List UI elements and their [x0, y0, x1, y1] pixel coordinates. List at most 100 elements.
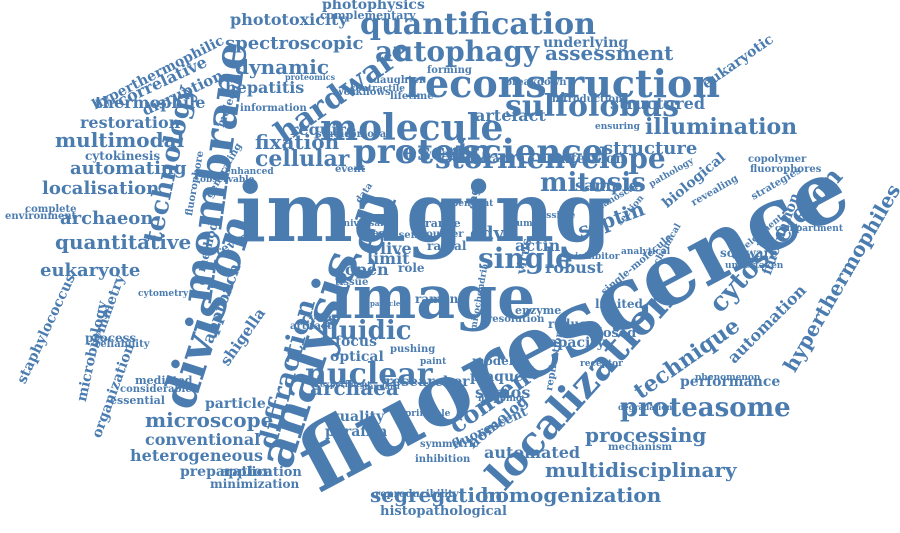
word-actin: actin — [515, 236, 561, 255]
word-quality: quality — [330, 409, 385, 425]
word-universal: universal — [337, 219, 384, 229]
word-essential: essential — [110, 394, 165, 407]
word-complete: complete — [25, 204, 77, 215]
word-range: range — [425, 217, 461, 230]
word-robust: robust — [545, 258, 604, 277]
word-sample: sample — [575, 176, 639, 195]
word-sulfolobus: sulfolobus — [505, 89, 680, 124]
word-multidisciplinary: multidisciplinary — [545, 458, 737, 482]
word-conventional: conventional — [145, 430, 261, 449]
word-reliability: reliability — [95, 339, 150, 350]
word-receptor: receptor — [580, 359, 623, 369]
word-structured: structured — [610, 94, 706, 113]
word-workflows: workflows — [335, 87, 391, 98]
word-environment: environment — [5, 211, 77, 222]
word-eukaryote: eukaryote — [40, 260, 141, 281]
word-require: require — [290, 120, 357, 139]
word-tissue: tissue — [335, 277, 369, 288]
word-illumination: illumination — [645, 114, 798, 140]
word-resolution: resolution — [487, 314, 545, 325]
word-present: present — [380, 230, 423, 241]
word-proteasome: proteasome — [620, 393, 791, 423]
word-mechanism: mechanism — [608, 442, 673, 453]
word-minimization: minimization — [210, 477, 300, 491]
word-imaged: imaged — [360, 229, 398, 239]
word-enhanced: enhanced — [225, 167, 274, 177]
word-proteomics: proteomics — [285, 72, 336, 82]
word-particles: particles — [370, 299, 405, 308]
word-reproducibility: reproducibility — [375, 489, 459, 500]
word-segregation: segregation — [370, 483, 503, 507]
word-symmetric: symmetric — [420, 439, 479, 450]
word-automated: automated — [484, 443, 581, 462]
word-archaeon: archaeon — [60, 208, 154, 229]
word-automating: automating — [70, 158, 187, 179]
word-removal: removal — [345, 129, 390, 140]
word-contractile: contractile — [350, 84, 405, 94]
word-protein: protein — [353, 132, 493, 172]
word-fluorophores: fluorophores — [750, 164, 822, 175]
word-copolymer: copolymer — [748, 154, 807, 165]
word-studies: studies — [316, 129, 357, 140]
word-capacity: capacity — [540, 335, 605, 351]
word-assessment: assessment — [545, 41, 674, 65]
word-enzyme: enzyme — [515, 304, 562, 317]
word-dynamic: dynamic — [235, 55, 330, 79]
word-focus: focus — [335, 334, 377, 350]
word-information: information — [240, 103, 307, 114]
word-hepatitis: hepatitis — [225, 78, 305, 97]
word-molecule: molecule — [320, 107, 504, 149]
word-counter: counter — [420, 229, 464, 240]
word-considerable: considerable — [120, 384, 192, 395]
word-event: event — [335, 164, 366, 175]
word-performance: performance — [680, 374, 781, 390]
word-closed: closed — [590, 326, 637, 341]
word-paint: paint — [420, 357, 447, 367]
word-pushing: pushing — [390, 344, 436, 355]
word-scmos: scmos — [475, 383, 531, 402]
word-system: system — [420, 149, 459, 160]
word-process: process — [85, 331, 137, 345]
word-possible: possible — [534, 211, 576, 221]
word-raman: raman — [415, 292, 459, 306]
word-reconstruction: reconstruction — [405, 61, 721, 106]
word-underlying: underlying — [543, 35, 629, 51]
word-thermophile: thermophile — [95, 93, 206, 112]
word-software: software — [720, 246, 778, 260]
word-limited: limited — [595, 297, 643, 311]
word-complementary: complementary — [320, 9, 416, 22]
word-fixation: fixation — [255, 130, 340, 154]
word-histopathological: histopathological — [380, 504, 507, 519]
word-stormenvelope: stormenvelope — [435, 142, 666, 175]
word-mediated: mediated — [135, 374, 193, 387]
word-undertaken: undertaken — [725, 261, 784, 271]
word-researcher: researcher — [385, 374, 470, 390]
word-live: live — [380, 239, 412, 258]
word-single: single — [478, 242, 573, 275]
word-microscope: microscope — [145, 408, 274, 432]
word-multimodal: multimodal — [55, 128, 185, 152]
word-observable: observable — [200, 175, 255, 185]
word-photophysics: photophysics — [322, 0, 425, 13]
word-ensuring: ensuring — [595, 122, 640, 132]
word-heterogeneous: heterogeneous — [130, 446, 263, 465]
word-nuclear: nuclear — [305, 357, 433, 392]
word-role: role — [398, 261, 425, 275]
word-open: open — [345, 260, 389, 279]
word-homogenization: homogenization — [481, 483, 662, 507]
word-cytometry: cytometry — [138, 289, 189, 299]
word-spectroscopic: spectroscopic — [225, 33, 364, 54]
word-optical: optical — [330, 349, 384, 365]
word-escrt: escrt — [402, 137, 470, 166]
word-science: science — [462, 132, 604, 172]
word-introduction: introduction — [552, 94, 623, 105]
word-plaque: plaque — [470, 369, 524, 385]
word-image: image — [330, 263, 536, 333]
word-inhibitor: inhibitor — [575, 252, 620, 262]
word-quantitative: quantitative — [55, 230, 192, 254]
word-experiment: experiment — [320, 379, 371, 389]
word-imaging: imaging — [235, 165, 612, 261]
word-artefact: artefact — [475, 106, 546, 125]
word-localisation: localisation — [42, 178, 160, 199]
